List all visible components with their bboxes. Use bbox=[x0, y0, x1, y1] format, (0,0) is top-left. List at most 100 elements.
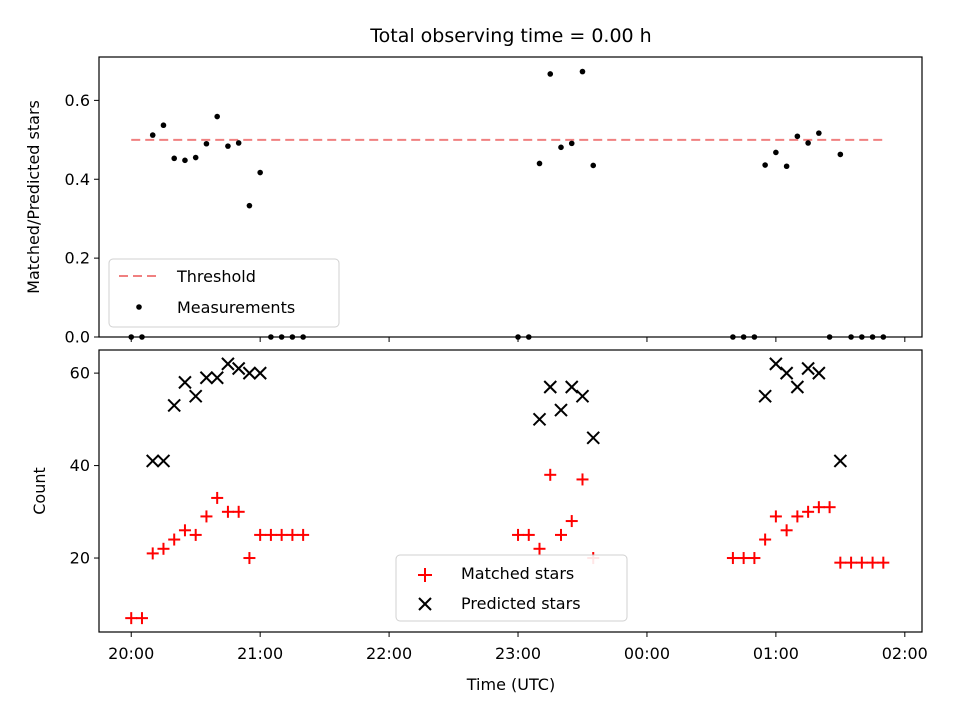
matched-stars-point bbox=[221, 505, 234, 518]
measurements-point bbox=[515, 334, 521, 340]
count-panel-frame bbox=[98, 349, 923, 633]
predicted-stars-point bbox=[565, 380, 579, 394]
measurements-point bbox=[590, 162, 597, 169]
x-tick-label: 00:00 bbox=[624, 644, 670, 663]
predicted-stars-point bbox=[253, 366, 267, 380]
matched-stars-point bbox=[297, 528, 310, 541]
matched-stars-point bbox=[512, 528, 525, 541]
predicted-stars-point bbox=[779, 366, 794, 380]
measurements-point bbox=[547, 71, 554, 77]
measurements-point bbox=[149, 132, 156, 138]
measurements-point bbox=[762, 162, 768, 168]
measurements-point bbox=[579, 68, 586, 75]
ratio-panel: Matched/Predicted stars 0.0 0.2 0.4 0.6 Thr… bbox=[24, 56, 923, 347]
measurements-point bbox=[182, 157, 188, 164]
count-x-ticks: 20:00 21:00 22:00 23:00 00:00 01:00 02:00 bbox=[108, 632, 928, 663]
ratio-legend-box bbox=[108, 258, 340, 328]
measurements-point bbox=[558, 144, 564, 151]
x-tick-label: 21:00 bbox=[237, 644, 283, 663]
legend-predicted-swatch bbox=[418, 597, 432, 611]
measurements-point bbox=[859, 334, 865, 340]
legend-matched-swatch bbox=[418, 568, 432, 582]
measurements-point bbox=[192, 154, 199, 161]
predicted-stars-point bbox=[199, 371, 214, 385]
measurements-point bbox=[783, 163, 790, 170]
ratio-y-tick-label: 0.6 bbox=[65, 91, 90, 110]
predicted-stars-point bbox=[801, 361, 815, 376]
matched-stars-point bbox=[780, 524, 793, 537]
measurements-point bbox=[160, 122, 167, 129]
predicted-stars-point bbox=[790, 380, 805, 394]
matched-stars-point bbox=[200, 510, 213, 523]
predicted-stars-point bbox=[167, 398, 181, 413]
ratio-y-tick-label: 0.2 bbox=[65, 249, 90, 268]
matched-stars-point bbox=[544, 468, 557, 481]
measurements-point bbox=[869, 334, 876, 340]
ratio-y-tick-label: 0.4 bbox=[65, 170, 90, 189]
predicted-stars-point bbox=[188, 389, 203, 403]
measurements-point bbox=[300, 334, 306, 340]
predicted-stars-point bbox=[833, 454, 848, 468]
measurements-point bbox=[278, 334, 285, 340]
matched-stars-point bbox=[877, 556, 890, 569]
ratio-legend: Threshold Measurements bbox=[108, 258, 340, 328]
measurements-point bbox=[525, 334, 532, 340]
matched-stars-point bbox=[748, 552, 761, 565]
measurements-point bbox=[257, 169, 263, 176]
count-x-axis-label: Time (UTC) bbox=[466, 675, 555, 694]
matched-stars-point bbox=[726, 552, 739, 565]
matched-stars-point bbox=[232, 505, 245, 518]
matched-stars-point bbox=[264, 528, 277, 541]
matched-stars-point bbox=[866, 556, 879, 569]
matched-stars-point bbox=[812, 501, 825, 514]
count-y-ticks: 20 40 60 bbox=[70, 364, 99, 568]
measurements-point bbox=[536, 160, 543, 167]
matched-stars-point bbox=[737, 552, 750, 565]
matched-stars-point bbox=[286, 528, 299, 541]
matched-stars-point bbox=[823, 501, 836, 514]
measurements-point bbox=[751, 334, 758, 340]
predicted-stars-point bbox=[221, 357, 235, 371]
predicted-stars-point bbox=[146, 454, 160, 468]
predicted-stars-point bbox=[242, 366, 257, 380]
measurements-point bbox=[268, 334, 274, 340]
measurements-point bbox=[740, 334, 747, 340]
predicted-stars-point bbox=[156, 454, 171, 468]
matched-stars-point bbox=[189, 528, 202, 541]
x-tick-label: 20:00 bbox=[108, 644, 154, 663]
measurements-point bbox=[128, 334, 135, 340]
measurements-point bbox=[826, 334, 833, 340]
count-legend: Matched stars Predicted stars bbox=[395, 554, 628, 622]
matched-stars-point bbox=[275, 528, 288, 541]
matched-stars-point bbox=[168, 533, 181, 546]
matched-stars-point bbox=[135, 612, 148, 625]
predicted-stars-point bbox=[758, 389, 772, 403]
x-tick-label: 02:00 bbox=[882, 644, 928, 663]
matched-stars-point bbox=[522, 528, 535, 541]
measurements-point bbox=[214, 113, 220, 120]
measurements-point bbox=[225, 143, 231, 149]
measurements-point bbox=[730, 334, 736, 340]
count-y-tick-label: 20 bbox=[70, 549, 90, 568]
ratio-y-axis-label: Matched/Predicted stars bbox=[24, 100, 43, 294]
matched-stars-point bbox=[576, 473, 589, 486]
measurements-point bbox=[246, 202, 253, 209]
measurements-point bbox=[171, 155, 178, 162]
predicted-stars-point bbox=[210, 371, 224, 385]
measurements-point bbox=[805, 140, 811, 146]
matched-stars-point bbox=[533, 542, 546, 555]
count-y-axis-label: Count bbox=[30, 467, 49, 515]
measurements-point bbox=[880, 334, 887, 340]
measurements-point bbox=[139, 334, 145, 340]
x-tick-label: 22:00 bbox=[366, 644, 412, 663]
matched-stars-point bbox=[845, 556, 858, 569]
ratio-series bbox=[128, 68, 887, 340]
predicted-stars-point bbox=[586, 431, 600, 445]
measurements-point bbox=[235, 140, 242, 146]
matched-stars-point bbox=[554, 528, 567, 541]
matched-stars-point bbox=[791, 510, 804, 523]
measurements-point bbox=[848, 334, 854, 340]
matched-stars-point bbox=[211, 491, 224, 504]
